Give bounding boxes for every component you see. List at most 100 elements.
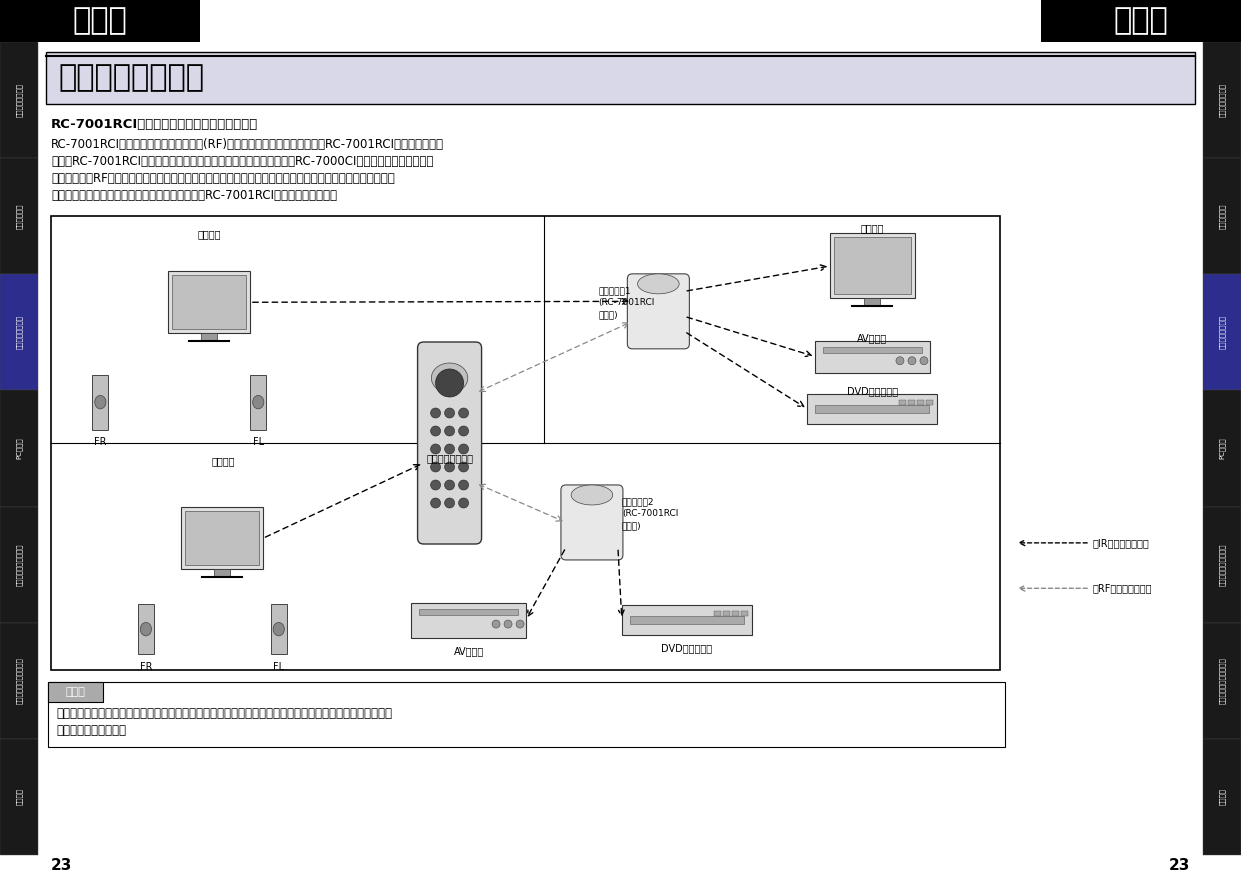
Bar	[51, 216, 1000, 670]
Text: 日本語: 日本語	[1113, 6, 1168, 36]
Text: 故障かな？と思ったら: 故障かな？と思ったら	[16, 543, 22, 586]
Bar	[741, 611, 748, 616]
Text: 主な仕様: 主な仕様	[16, 788, 22, 805]
Text: DVDプレーヤー: DVDプレーヤー	[846, 386, 898, 396]
Text: リピーター2
(RC-7001RCI
別売り): リピーター2 (RC-7001RCI 別売り)	[622, 498, 679, 530]
FancyBboxPatch shape	[561, 485, 623, 560]
Bar	[908, 400, 916, 405]
Bar	[0, 507, 38, 623]
Text: RC-7001RCI（別売り）を使用した機能です。: RC-7001RCI（別売り）を使用した機能です。	[51, 118, 258, 131]
Text: 操作のしかた: 操作のしかた	[16, 204, 22, 229]
Circle shape	[516, 620, 524, 628]
Bar	[1203, 507, 1241, 623]
Circle shape	[493, 620, 500, 628]
Circle shape	[459, 498, 469, 508]
Bar	[722, 611, 730, 616]
Bar	[815, 340, 930, 373]
Bar	[808, 394, 937, 424]
Text: FL: FL	[253, 438, 264, 447]
Bar	[92, 374, 108, 430]
Bar	[213, 570, 230, 578]
Ellipse shape	[638, 274, 679, 294]
Text: ご注意: ご注意	[66, 687, 86, 697]
Bar	[1041, 0, 1241, 42]
Text: ネットワーク機能: ネットワーク機能	[58, 64, 204, 93]
Bar	[419, 608, 517, 614]
Text: ：IR（赤外線通信）: ：IR（赤外線通信）	[1093, 538, 1149, 548]
Circle shape	[431, 408, 441, 418]
Bar	[411, 603, 526, 638]
Text: リモコン（本機）: リモコン（本機）	[426, 453, 473, 463]
Bar	[181, 507, 263, 570]
Bar	[185, 511, 259, 565]
Text: RC-7001RCI（別売り）を使用して無線(RF)ネットワークを構築したとき、RC-7001RCIをノードと呼び: RC-7001RCI（別売り）を使用して無線(RF)ネットワークを構築したとき、…	[51, 138, 444, 151]
Circle shape	[459, 444, 469, 454]
Text: モニター: モニター	[197, 229, 221, 240]
Text: ネットワーク機能: ネットワーク機能	[1219, 315, 1225, 349]
Bar	[0, 0, 200, 42]
Bar	[630, 616, 743, 624]
Bar	[271, 604, 287, 654]
Bar	[732, 611, 738, 616]
Ellipse shape	[571, 485, 613, 505]
Circle shape	[459, 480, 469, 490]
Text: モニター: モニター	[861, 223, 884, 233]
Circle shape	[920, 357, 928, 365]
Bar	[0, 42, 38, 158]
Circle shape	[459, 408, 469, 418]
Bar	[823, 346, 922, 353]
Circle shape	[908, 357, 916, 365]
Text: DVDプレーヤー: DVDプレーヤー	[661, 643, 712, 653]
Text: 程度離してください。: 程度離してください。	[56, 724, 127, 737]
Circle shape	[444, 426, 454, 436]
Circle shape	[459, 426, 469, 436]
Text: AVアンプ: AVアンプ	[453, 646, 484, 656]
Bar	[172, 276, 246, 329]
Circle shape	[431, 444, 441, 454]
Text: FL: FL	[273, 662, 284, 672]
Bar	[0, 158, 38, 274]
Bar	[815, 405, 930, 413]
Text: PCアプリ: PCアプリ	[1219, 438, 1225, 459]
Circle shape	[444, 408, 454, 418]
Bar	[714, 611, 721, 616]
Bar	[1203, 158, 1241, 274]
Bar	[900, 400, 906, 405]
Bar	[1203, 42, 1241, 158]
Bar	[0, 738, 38, 855]
Text: 保障とサービスについて: 保障とサービスについて	[16, 657, 22, 704]
Text: ご使用になる前に: ご使用になる前に	[1219, 83, 1225, 117]
Bar	[927, 400, 933, 405]
Bar	[1203, 623, 1241, 738]
Text: ：RF（双方向通信）: ：RF（双方向通信）	[1093, 584, 1153, 593]
Text: 録する際に、RF送信設定を行い、ノード番号を設定したデバイス（機器）のボタンを押すと、リモコン信号: 録する際に、RF送信設定を行い、ノード番号を設定したデバイス（機器）のボタンを押…	[51, 172, 395, 185]
Circle shape	[444, 498, 454, 508]
Text: 保障とサービスについて: 保障とサービスについて	[1219, 657, 1225, 704]
Ellipse shape	[253, 396, 264, 409]
Text: 主な仕様: 主な仕様	[1219, 788, 1225, 805]
Text: ます。RC-7001RCIごとに、個別のノード番号が登録されています。RC-7000CIでデバイス（機器）を登: ます。RC-7001RCIごとに、個別のノード番号が登録されています。RC-70…	[51, 155, 433, 168]
Bar	[251, 374, 267, 430]
Bar	[917, 400, 925, 405]
Bar	[834, 237, 911, 295]
Bar	[0, 274, 38, 390]
Bar	[1203, 390, 1241, 507]
Text: 電子レンジの近くで、無線を使用すると通信パフォーマンスが悪くなることがあります。その場合は、５ｍ: 電子レンジの近くで、無線を使用すると通信パフォーマンスが悪くなることがあります。…	[56, 707, 392, 720]
Text: ネットワーク機能: ネットワーク機能	[16, 315, 22, 349]
Bar	[622, 605, 752, 635]
Bar	[46, 52, 1195, 104]
Ellipse shape	[432, 363, 468, 393]
Bar	[48, 682, 1005, 747]
Circle shape	[431, 498, 441, 508]
FancyBboxPatch shape	[417, 342, 482, 544]
Text: 23: 23	[51, 858, 72, 873]
Bar	[168, 271, 249, 333]
Text: モニター: モニター	[212, 457, 236, 466]
Bar	[0, 623, 38, 738]
Bar	[865, 298, 880, 306]
FancyBboxPatch shape	[628, 274, 689, 349]
Ellipse shape	[273, 622, 284, 636]
Text: 23: 23	[1169, 858, 1190, 873]
Ellipse shape	[94, 396, 105, 409]
Circle shape	[444, 480, 454, 490]
